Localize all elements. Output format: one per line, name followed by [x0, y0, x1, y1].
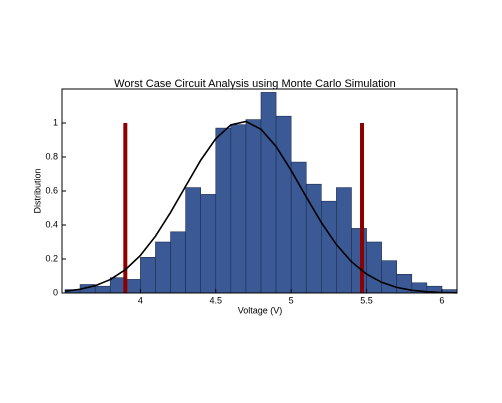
bar [351, 228, 367, 294]
bar [109, 277, 126, 294]
bar [290, 161, 307, 294]
y-axis-label: Distribution [32, 168, 42, 213]
bar [230, 124, 247, 294]
bar [275, 115, 292, 294]
x-axis-label: Voltage (V) [238, 305, 283, 315]
bar [155, 241, 171, 294]
bar [381, 260, 397, 294]
bar [185, 187, 202, 294]
bar [170, 231, 186, 294]
x-tick-label: 5 [289, 295, 294, 305]
bar [200, 194, 217, 294]
fit-curve [64, 120, 458, 294]
y-tick-label: 0.6 [45, 185, 58, 195]
bar [215, 127, 232, 294]
bar [260, 92, 277, 294]
bar [125, 279, 141, 294]
bar [245, 119, 262, 294]
x-tick-label: 6 [439, 295, 444, 305]
x-tick-label: 4.5 [210, 295, 223, 305]
y-tick-label: 0.8 [45, 151, 58, 161]
y-tick-label: 0.4 [45, 219, 58, 229]
bar [321, 200, 337, 294]
bar [336, 187, 352, 294]
bar [140, 256, 156, 294]
y-tick-label: 0 [53, 287, 58, 297]
y-tick-label: 1 [53, 117, 58, 127]
x-tick-label: 4 [138, 295, 143, 305]
bar [366, 241, 382, 294]
y-tick-label: 0.2 [45, 253, 58, 263]
bar [94, 285, 111, 294]
chart-title: Worst Case Circuit Analysis using Monte … [114, 78, 396, 90]
x-tick-label: 5.5 [360, 295, 373, 305]
